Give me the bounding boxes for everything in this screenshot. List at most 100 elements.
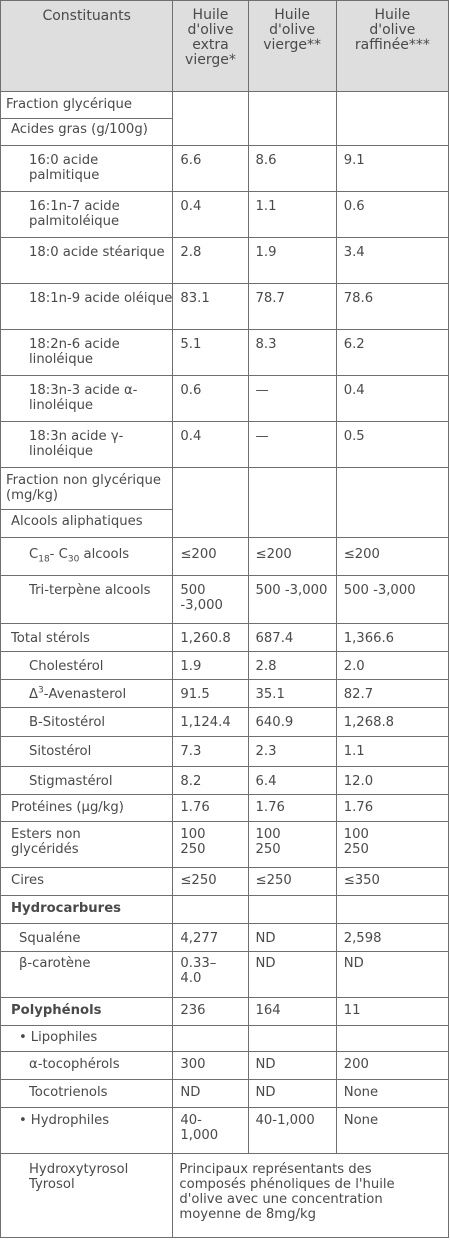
table-row: 16:1n-7 acide palmitoléique 0.4 1.1 0.6	[0, 191, 450, 238]
cell-value: 8.6	[247, 145, 337, 192]
row-label: 18:2n-6 acide linoléique	[0, 329, 174, 376]
cell-value: 1,268.8	[335, 707, 450, 737]
row-label: Protéines (μg/kg)	[0, 794, 174, 822]
row-label: α-tocophérols	[0, 1051, 174, 1080]
cell-value: ≤200	[335, 537, 450, 576]
cell-value: 0.33– 4.0	[172, 951, 249, 998]
cell-value: 236	[172, 997, 249, 1026]
cell-value: 40-1,000	[247, 1107, 337, 1154]
cell-value: 0.6	[172, 375, 249, 422]
table-row: Polyphénols 236 164 11	[0, 997, 450, 1026]
cell-value: 35.1	[247, 679, 337, 708]
section-label: Hydrocarbures	[0, 895, 174, 924]
row-label: β-carotène	[0, 951, 174, 998]
table-row: Stigmastérol 8.2 6.4 12.0	[0, 766, 450, 795]
row-label: Tri-terpène alcools	[0, 575, 174, 624]
table-row: Δ3-Avenasterol 91.5 35.1 82.7	[0, 679, 450, 708]
table-row: Hydroxytyrosol Tyrosol Principaux représ…	[0, 1153, 449, 1238]
cell-value: 2.3	[247, 736, 337, 767]
cell-value: ND	[335, 951, 450, 998]
cell-value: 100 250	[172, 821, 249, 868]
row-label: C18- C30 alcools	[0, 537, 174, 576]
bullet-icon: •	[19, 1030, 27, 1045]
table-row: Tocotrienols ND ND None	[0, 1079, 450, 1108]
cell-value: —	[247, 375, 337, 422]
cell-value: 2.0	[335, 651, 450, 680]
cell-value: 100 250	[247, 821, 337, 868]
table-row: 16:0 acide palmitique 6.6 8.6 9.1	[0, 145, 450, 192]
cell-value: 40- 1,000	[172, 1107, 249, 1154]
table-row: Esters non glycéridés 100 250 100 250 10…	[0, 821, 450, 868]
section-label: Fraction glycérique	[0, 91, 174, 119]
cell-value: 500 -3,000	[335, 575, 450, 624]
cell-value: 200	[335, 1051, 450, 1080]
cell-value: 2.8	[172, 237, 249, 284]
cell-value: 0.6	[335, 191, 450, 238]
cell-value: 500 -3,000	[172, 575, 249, 624]
cell-value: 9.1	[335, 145, 450, 192]
table-row: 18:2n-6 acide linoléique 5.1 8.3 6.2	[0, 329, 450, 376]
table-row: C18- C30 alcools ≤200 ≤200 ≤200	[0, 537, 450, 576]
cell-value: 640.9	[247, 707, 337, 737]
row-label: 18:3n-3 acide α-linoléique	[0, 375, 174, 422]
row-label: Δ3-Avenasterol	[0, 679, 174, 708]
cell-value: 91.5	[172, 679, 249, 708]
cell-value: 1,124.4	[172, 707, 249, 737]
cell-value: 687.4	[247, 623, 337, 652]
table-row: 18:1n-9 acide oléique 83.1 78.7 78.6	[0, 283, 450, 330]
cell-value: ≤250	[172, 867, 249, 896]
cell-value: —	[247, 421, 337, 468]
cell-value: 5.1	[172, 329, 249, 376]
table-row: α-tocophérols 300 ND 200	[0, 1051, 450, 1080]
cell-value: 8.3	[247, 329, 337, 376]
header-extra-vierge: Huile d'olive extra vierge*	[172, 0, 249, 92]
cell-value: ≤250	[247, 867, 337, 896]
section-row: Acides gras (g/100g)	[0, 118, 449, 146]
cell-value: None	[335, 1107, 450, 1154]
row-label: Cholestérol	[0, 651, 174, 680]
cell-value: 11	[335, 997, 450, 1026]
header-raffinee: Huile d'olive raffinée***	[335, 0, 450, 92]
cell-value: 300	[172, 1051, 249, 1080]
cell-value: 6.4	[247, 766, 337, 795]
cell-value: 78.6	[335, 283, 450, 330]
header-constituants: Constituants	[0, 0, 174, 92]
table-row: Cires ≤250 ≤250 ≤350	[0, 867, 450, 896]
row-label: Polyphénols	[0, 997, 174, 1026]
cell-value: 0.4	[335, 375, 450, 422]
section-row: Fraction non glycérique (mg/kg)	[0, 467, 450, 538]
row-label: Tocotrienols	[0, 1079, 174, 1108]
row-label: • Lipophiles	[0, 1025, 174, 1052]
cell-value: ND	[172, 1079, 249, 1108]
row-label: Sitostérol	[0, 736, 174, 767]
note-cell: Principaux représentants des composés ph…	[172, 1153, 449, 1238]
cell-value: ≤200	[247, 537, 337, 576]
row-label: 18:3n acide γ-linoléique	[0, 421, 174, 468]
table-row: Protéines (μg/kg) 1.76 1.76 1.76	[0, 794, 450, 822]
row-label: • Hydrophiles	[0, 1107, 174, 1154]
row-label: 16:1n-7 acide palmitoléique	[0, 191, 174, 238]
section-row: Alcools aliphatiques	[0, 509, 449, 538]
row-label: Squaléne	[0, 923, 174, 952]
table-row: 18:3n acide γ-linoléique 0.4 — 0.5	[0, 421, 450, 468]
cell-value: 78.7	[247, 283, 337, 330]
cell-value: 2,598	[335, 923, 450, 952]
cell-value: 0.5	[335, 421, 450, 468]
row-label: Total stérols	[0, 623, 174, 652]
cell-value: 12.0	[335, 766, 450, 795]
cell-value: 1,260.8	[172, 623, 249, 652]
cell-value: 500 -3,000	[247, 575, 337, 624]
table-row: Cholestérol 1.9 2.8 2.0	[0, 651, 450, 680]
row-label: 18:0 acide stéarique	[0, 237, 174, 284]
table-row: B-Sitostérol 1,124.4 640.9 1,268.8	[0, 707, 450, 737]
table-row: 18:0 acide stéarique 2.8 1.9 3.4	[0, 237, 450, 284]
section-label: Alcools aliphatiques	[0, 509, 174, 538]
cell-value: 7.3	[172, 736, 249, 767]
cell-value: 2.8	[247, 651, 337, 680]
cell-value: 0.4	[172, 191, 249, 238]
cell-value: ≤350	[335, 867, 450, 896]
cell-value: 1.9	[247, 237, 337, 284]
cell-value: 6.2	[335, 329, 450, 376]
row-label: Hydroxytyrosol Tyrosol	[0, 1153, 174, 1238]
